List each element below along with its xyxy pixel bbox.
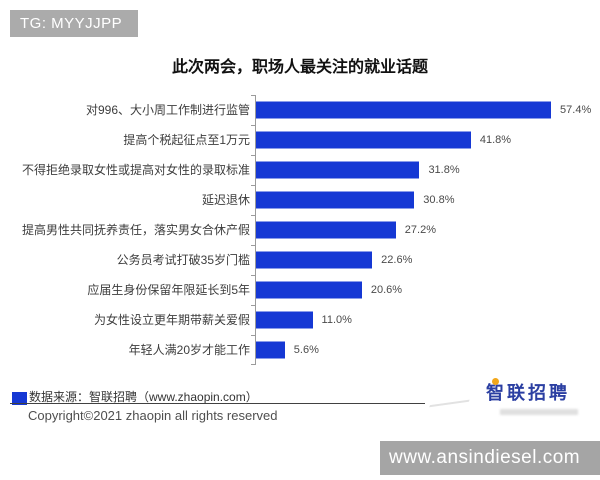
bar xyxy=(256,101,552,119)
bar-track: 22.6% xyxy=(251,245,600,275)
watermark-site-box: www.ansindiesel.com xyxy=(380,441,600,475)
category-label: 提高男性共同抚养责任，落实男女合休产假 xyxy=(21,222,250,237)
footer-divider xyxy=(10,403,600,404)
bar-row: 延迟退休 30.8% xyxy=(12,185,600,215)
bar xyxy=(256,161,420,179)
bar-track: 20.6% xyxy=(251,275,600,305)
value-label: 30.8% xyxy=(423,194,455,206)
value-label: 5.6% xyxy=(293,344,319,356)
tg-badge: TG: MYYJJPP xyxy=(10,10,139,37)
logo-tagline-blur xyxy=(500,409,578,415)
value-label: 20.6% xyxy=(370,284,403,296)
bar-track: 5.6% xyxy=(251,335,600,365)
data-source-row: 数据来源：智联招聘（www.zhaopin.com） xyxy=(12,388,258,405)
value-label: 27.2% xyxy=(404,224,436,236)
value-label: 11.0% xyxy=(321,314,352,326)
bar xyxy=(256,131,471,149)
bar xyxy=(256,341,285,359)
bar-row: 提高个税起征点至1万元 41.8% xyxy=(12,125,600,155)
value-label: 57.4% xyxy=(560,104,592,116)
bar xyxy=(256,311,313,329)
data-source-label: 数据来源：智联招聘（www.zhaopin.com） xyxy=(29,390,258,404)
category-label: 应届生身份保留年限延长到5年 xyxy=(87,282,250,297)
zhaopin-logo-dot-icon xyxy=(492,378,499,385)
bar xyxy=(256,281,362,299)
category-label: 年轻人满20岁才能工作 xyxy=(128,342,250,357)
category-label: 不得拒绝录取女性或提高对女性的录取标准 xyxy=(21,162,250,177)
bar-row: 为女性设立更年期带薪关爱假 11.0% xyxy=(12,305,600,335)
bar-track: 30.8% xyxy=(251,185,600,215)
bar-track: 31.8% xyxy=(251,155,600,185)
bar-row: 提高男性共同抚养责任，落实男女合休产假 27.2% xyxy=(12,215,600,245)
bar-row: 不得拒绝录取女性或提高对女性的录取标准 31.8% xyxy=(12,155,600,185)
category-label: 延迟退休 xyxy=(201,192,250,207)
bar xyxy=(256,221,396,239)
bar-row: 应届生身份保留年限延长到5年 20.6% xyxy=(12,275,600,305)
bar-track: 11.0% xyxy=(251,305,600,335)
bar-row: 对996、大小周工作制进行监管 57.4% xyxy=(12,95,600,125)
bar-row: 公务员考试打破35岁门槛 22.6% xyxy=(12,245,600,275)
category-label: 为女性设立更年期带薪关爱假 xyxy=(93,312,250,327)
value-label: 31.8% xyxy=(428,164,460,176)
bar-chart: 对996、大小周工作制进行监管 57.4% 提高个税起征点至1万元 41.8% 不得拒绝… xyxy=(12,95,600,365)
bar-track: 27.2% xyxy=(251,215,600,245)
category-label: 公务员考试打破35岁门槛 xyxy=(116,252,250,267)
logo-background-patch xyxy=(425,368,600,430)
bar-track: 41.8% xyxy=(251,125,600,155)
value-label: 22.6% xyxy=(381,254,413,266)
chart-title: 此次两会，职场人最关注的就业话题 xyxy=(171,59,428,76)
category-label: 提高个税起征点至1万元 xyxy=(123,132,250,147)
zhaopin-logo: 智联招聘 xyxy=(486,383,570,403)
bar xyxy=(256,191,415,209)
bar xyxy=(256,251,373,269)
bar-track: 57.4% xyxy=(251,95,600,125)
category-label: 对996、大小周工作制进行监管 xyxy=(85,102,250,117)
legend-swatch-icon xyxy=(12,391,27,405)
bar-row: 年轻人满20岁才能工作 5.6% xyxy=(12,335,600,365)
copyright-text: Copyright©2021 zhaopin all rights reserv… xyxy=(28,408,278,423)
value-label: 41.8% xyxy=(479,134,512,146)
